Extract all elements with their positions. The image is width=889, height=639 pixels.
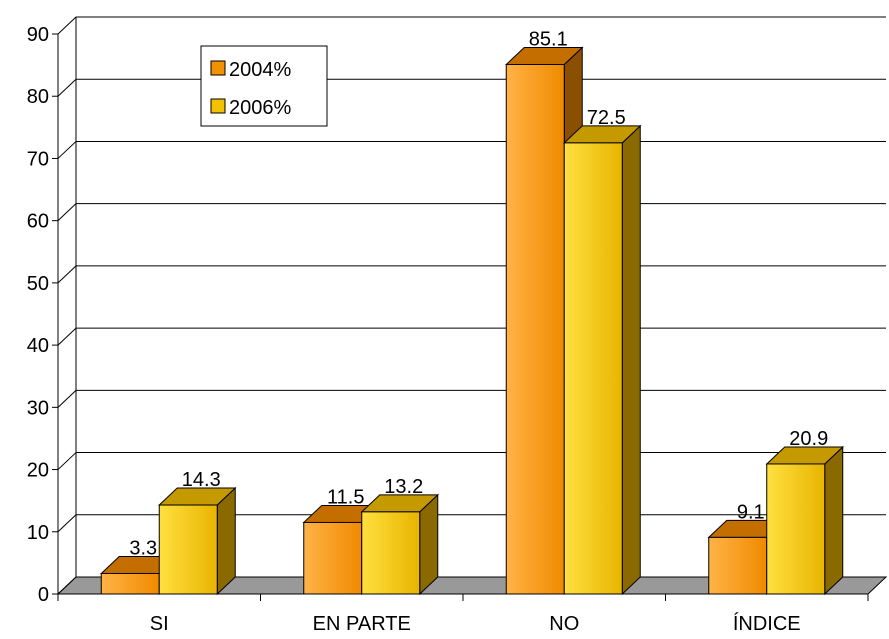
side-wall-line [57,327,77,346]
side-wall-line [57,78,77,97]
gridlines [57,16,886,595]
legend-label-2006: 2006% [229,97,291,119]
y-tick-label: 50 [27,273,49,295]
bar-side [216,486,236,596]
bar-front [158,504,218,595]
side-wall-line [57,141,77,159]
x-category-label: EN PARTE [313,613,411,635]
y-tick-label: 40 [27,335,49,357]
side-wall-line [57,389,77,408]
y-tick-label: 90 [27,24,49,46]
y-tick-label: 20 [27,460,49,482]
bar-front [505,63,565,595]
data-label: 11.5 [327,486,364,508]
y-tick-label: 0 [38,584,49,606]
legend-label-2004: 2004% [229,59,291,81]
data-label: 14.3 [182,469,221,491]
data-label: 72.5 [587,107,626,129]
side-wall-line [57,452,77,470]
data-label: 3.3 [129,537,157,559]
side-wall-line [57,514,77,533]
x-category-label: ÍNDICE [733,612,801,635]
bars [99,46,845,596]
data-label: 9.1 [737,501,765,523]
bar-side [621,124,641,596]
axes: 0 10 20 30 40 50 60 70 80 90 SI EN PARTE NO ÍNDICE [27,24,869,635]
legend-swatch-2004 [210,60,226,76]
x-category-label: NO [549,613,579,635]
side-wall-line [57,576,77,595]
bar [157,486,237,596]
legend-swatch-2006 [210,98,226,114]
side-wall-line [57,16,77,35]
y-tick-label: 70 [27,148,49,170]
data-label: 85.1 [529,28,568,50]
bar-front [766,463,826,595]
x-category-label: SI [150,613,169,635]
bar-front [563,142,623,595]
bar [360,493,440,596]
y-tick-label: 30 [27,397,49,419]
bar-front [303,521,363,595]
y-tick-label: 10 [27,522,49,544]
bar-front [361,511,421,595]
bar-front [708,536,768,595]
bar-front [100,572,160,595]
data-labels: 3.3 14.3 11.5 13.2 85.1 72.5 9.1 20.9 [129,28,828,559]
y-tick-label: 80 [27,86,49,108]
data-label: 13.2 [384,476,423,498]
side-wall-line [57,203,77,222]
bar [765,445,845,596]
bar [562,124,642,596]
y-tick-label: 60 [27,211,49,233]
bar-side [824,445,844,596]
data-label: 20.9 [789,428,828,450]
side-wall-line [57,265,77,284]
legend: 2004% 2006% [200,45,328,127]
